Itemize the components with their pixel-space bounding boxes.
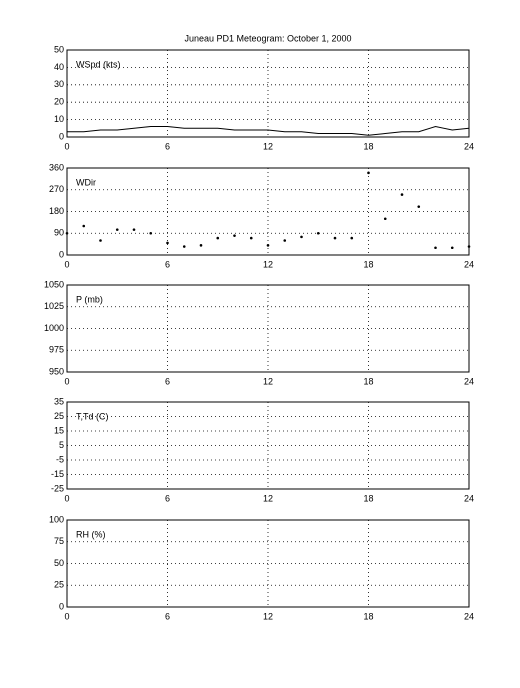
y-tick-label: 5 [59,440,64,450]
y-tick-label: 30 [54,79,64,89]
y-tick-label: 25 [54,580,64,590]
data-point [233,234,236,237]
y-tick-label: 50 [54,44,64,54]
y-tick-label: -25 [51,483,64,493]
data-point [316,231,320,235]
plot-frame [66,284,470,373]
data-point [417,205,421,208]
panel-label: RH (%) [76,529,106,539]
data-line [67,126,470,136]
data-point [333,236,337,240]
data-point [166,241,169,245]
data-point [182,245,186,248]
chart-title: Juneau PD1 Meteogram: October 1, 2000 [184,33,351,43]
y-tick-label: 50 [54,558,64,568]
x-tick-label: 24 [464,493,474,503]
plot-frame [66,167,470,256]
y-tick-label: 75 [54,536,64,546]
y-tick-label: 40 [54,62,64,72]
y-tick-label: 975 [49,345,64,355]
x-tick-label: 0 [64,141,69,151]
data-point [249,236,253,240]
data-point [367,171,370,175]
x-tick-label: 0 [64,493,69,503]
data-point [467,245,471,248]
x-tick-label: 6 [165,376,170,386]
panel-label: WDir [76,177,96,187]
data-point [115,228,119,231]
data-point [132,228,136,231]
y-tick-label: 270 [49,184,64,194]
x-tick-label: 0 [64,376,69,386]
y-tick-label: 10 [54,114,64,124]
plot-frame [66,49,470,138]
y-tick-label: 0 [59,131,64,141]
x-tick-label: 6 [165,611,170,621]
data-point [283,239,287,242]
panel-label: WSpd (kts) [76,59,121,69]
panel-label: P (mb) [76,294,103,304]
plot-frame [66,401,470,490]
x-tick-label: 0 [64,259,69,269]
panel-label: T,Td (C) [76,411,109,421]
data-point [300,235,303,239]
x-tick-label: 18 [363,259,373,269]
data-point [216,236,220,240]
data-point [199,244,203,247]
x-tick-label: 6 [165,493,170,503]
x-tick-label: 12 [263,611,273,621]
x-tick-label: 24 [464,611,474,621]
data-point [383,217,387,221]
x-tick-label: 12 [263,141,273,151]
data-point [82,224,86,228]
y-tick-label: 0 [59,601,64,611]
x-tick-label: 12 [263,259,273,269]
data-point [450,246,454,250]
x-tick-label: 24 [464,259,474,269]
y-tick-label: 20 [54,97,64,107]
y-tick-label: 180 [49,206,64,216]
x-tick-label: 18 [363,141,373,151]
data-point [65,231,69,235]
data-point [149,231,153,235]
data-point [99,239,102,242]
x-tick-label: 12 [263,376,273,386]
x-tick-label: 18 [363,493,373,503]
y-tick-label: 90 [54,228,64,238]
y-tick-label: 1025 [44,301,64,311]
data-point [350,236,354,240]
plot-frame [66,519,470,608]
data-point [434,246,437,250]
y-tick-label: 25 [54,411,64,421]
data-point [400,193,404,196]
y-tick-label: -15 [51,469,64,479]
x-tick-label: 6 [165,259,170,269]
y-tick-label: -5 [56,454,64,464]
y-tick-label: 950 [49,366,64,376]
y-tick-label: 35 [54,396,64,406]
x-tick-label: 24 [464,376,474,386]
x-tick-label: 24 [464,141,474,151]
y-tick-label: 1000 [44,323,64,333]
y-tick-label: 15 [54,425,64,435]
x-tick-label: 18 [363,611,373,621]
x-tick-label: 12 [263,493,273,503]
data-point [266,244,270,247]
x-tick-label: 6 [165,141,170,151]
x-tick-label: 0 [64,611,69,621]
y-tick-label: 100 [49,514,64,524]
y-tick-label: 0 [59,249,64,259]
x-tick-label: 18 [363,376,373,386]
y-tick-label: 1050 [44,279,64,289]
y-tick-label: 360 [49,162,64,172]
